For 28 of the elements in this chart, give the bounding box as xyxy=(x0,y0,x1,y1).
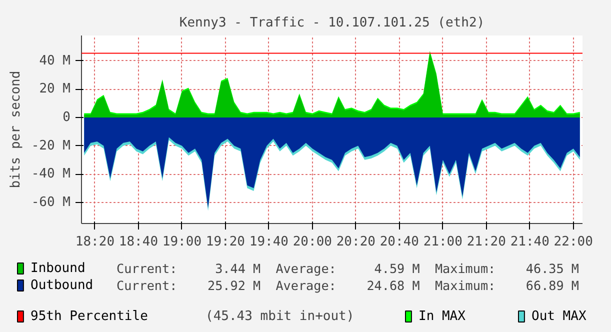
y-tick-label: -60 M xyxy=(31,194,71,210)
y-tick-label: 0 xyxy=(62,110,70,125)
x-tick-label: 19:20 xyxy=(206,234,246,250)
text: Current: 25.92 M Average: 24.68 M Maximum: 66.89 M xyxy=(116,278,580,293)
legend-label: 95th Percentile xyxy=(30,309,148,324)
x-tick-label: 20:40 xyxy=(380,234,419,250)
x-tick-label: 18:40 xyxy=(118,234,158,250)
legend-label: In MAX xyxy=(418,309,466,324)
x-tick-label: 20:20 xyxy=(336,234,376,250)
y-tick-label: -20 M xyxy=(31,138,71,154)
x-tick-label: 21:40 xyxy=(510,234,550,250)
legend-label: Inbound xyxy=(30,261,86,276)
legend-label: Out MAX xyxy=(532,309,586,324)
chart-title: Kenny3 - Traffic - 10.107.101.25 (eth2) xyxy=(179,16,485,30)
x-tick-label: 19:40 xyxy=(249,234,289,250)
text: Current: 3.44 M Average: 4.59 M Maximum: 46.35 M xyxy=(116,261,580,276)
x-tick-label: 22:00 xyxy=(554,234,593,250)
x-tick-label: 18:20 xyxy=(75,234,115,250)
y-tick-label: 40 M xyxy=(39,53,71,68)
y-axis-title: bits per second xyxy=(8,70,24,188)
legend-label: Outbound xyxy=(30,278,94,293)
y-tick-label: 20 M xyxy=(39,82,71,97)
x-tick-label: 20:00 xyxy=(292,234,332,250)
y-tick-label: -40 M xyxy=(31,166,71,182)
x-tick-label: 21:20 xyxy=(466,234,506,250)
text: (45.43 mbit in+out) xyxy=(206,309,354,324)
x-tick-label: 21:00 xyxy=(423,234,462,250)
x-tick-label: 19:00 xyxy=(162,234,202,250)
